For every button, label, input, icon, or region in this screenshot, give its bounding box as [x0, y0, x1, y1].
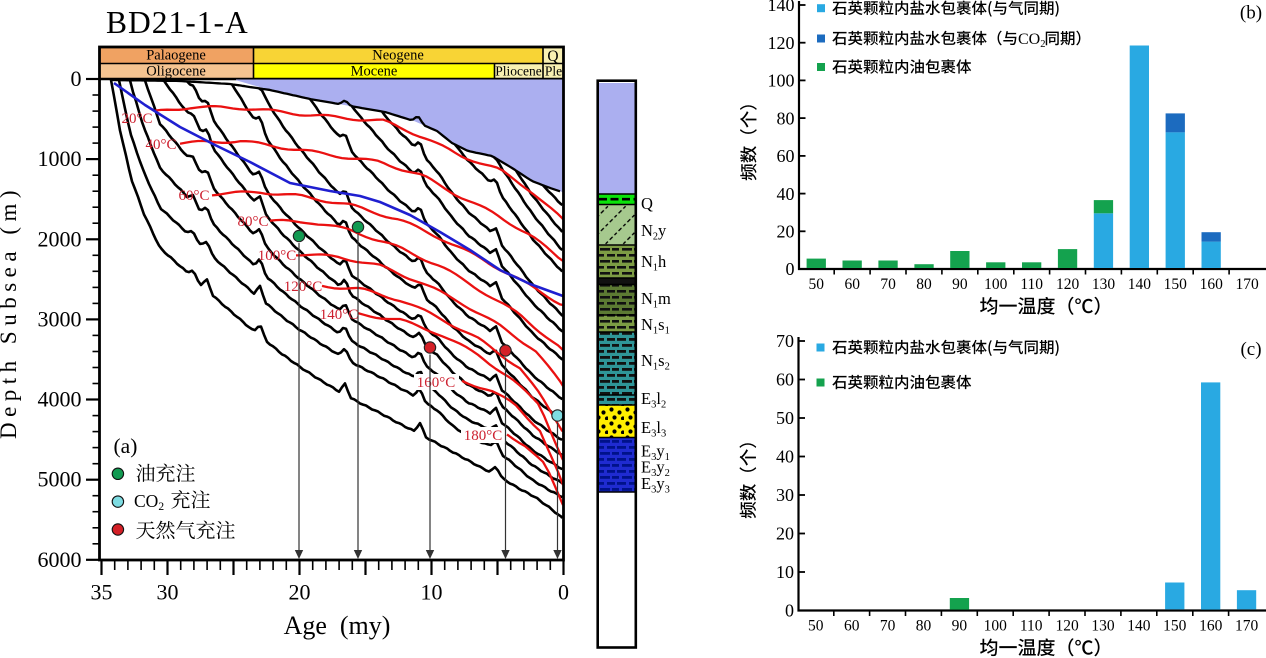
svg-text:4000: 4000	[38, 387, 82, 412]
svg-text:20°C: 20°C	[121, 111, 152, 127]
svg-text:E3l2: E3l2	[641, 389, 666, 411]
svg-text:60: 60	[844, 617, 860, 634]
svg-text:60: 60	[844, 276, 860, 293]
svg-text:80°C: 80°C	[237, 214, 268, 230]
svg-text:160: 160	[1200, 276, 1224, 293]
svg-text:70: 70	[880, 276, 896, 293]
svg-text:Depth Subsea (m): Depth Subsea (m)	[0, 185, 21, 439]
svg-text:CO2: CO2	[1018, 31, 1045, 50]
svg-text:100°C: 100°C	[258, 248, 297, 264]
svg-text:120: 120	[1056, 276, 1080, 293]
svg-text:110: 110	[1020, 276, 1043, 293]
svg-text:Neogene: Neogene	[372, 48, 424, 64]
svg-text:100: 100	[984, 276, 1008, 293]
svg-text:160°C: 160°C	[417, 375, 456, 391]
svg-text:Oligocene: Oligocene	[146, 64, 206, 80]
svg-text:140°C: 140°C	[320, 307, 359, 323]
svg-text:20: 20	[777, 222, 795, 242]
svg-text:50: 50	[776, 408, 794, 428]
svg-text:60: 60	[776, 370, 794, 390]
svg-text:3000: 3000	[38, 306, 82, 331]
svg-text:(b): (b)	[1240, 3, 1262, 24]
svg-text:N2y: N2y	[641, 221, 667, 243]
svg-text:E3y3: E3y3	[641, 474, 670, 496]
svg-text:10: 10	[776, 562, 794, 582]
svg-text:110: 110	[1020, 617, 1043, 634]
svg-text:140: 140	[1128, 276, 1152, 293]
svg-text:140: 140	[768, 0, 795, 15]
svg-text:35: 35	[91, 580, 113, 605]
svg-text:N1h: N1h	[641, 252, 667, 274]
svg-text:Palaogene: Palaogene	[146, 48, 206, 64]
svg-text:N1m: N1m	[641, 289, 671, 311]
svg-text:160: 160	[1199, 617, 1223, 634]
svg-text:60°C: 60°C	[178, 188, 209, 204]
svg-text:1000: 1000	[38, 146, 82, 171]
svg-text:Pliocene: Pliocene	[495, 64, 542, 79]
svg-text:80: 80	[916, 617, 932, 634]
svg-text:180°C: 180°C	[464, 428, 503, 444]
svg-text:2000: 2000	[38, 226, 82, 251]
svg-text:20: 20	[776, 524, 794, 544]
svg-text:70: 70	[880, 617, 896, 634]
svg-text:40°C: 40°C	[145, 137, 176, 153]
svg-text:6000: 6000	[38, 547, 82, 572]
svg-text:0: 0	[558, 580, 569, 605]
svg-text:120: 120	[768, 33, 795, 53]
svg-text:120°C: 120°C	[284, 279, 323, 295]
svg-text:50: 50	[809, 276, 825, 293]
svg-text:CO2: CO2	[134, 491, 164, 513]
svg-text:140: 140	[1127, 617, 1151, 634]
svg-text:100: 100	[984, 617, 1008, 634]
svg-text:80: 80	[916, 276, 932, 293]
svg-text:Q: Q	[547, 48, 558, 65]
svg-text:20: 20	[289, 580, 311, 605]
svg-text:Q: Q	[641, 194, 653, 213]
svg-text:70: 70	[776, 331, 794, 351]
svg-text:(c): (c)	[1240, 339, 1261, 360]
svg-text:120: 120	[1055, 617, 1079, 634]
svg-text:5000: 5000	[38, 467, 82, 492]
svg-text:10: 10	[421, 580, 443, 605]
svg-text:30: 30	[157, 580, 179, 605]
svg-text:0: 0	[785, 601, 794, 621]
svg-text:90: 90	[952, 276, 968, 293]
svg-text:90: 90	[952, 617, 968, 634]
svg-text:130: 130	[1091, 617, 1115, 634]
svg-text:50: 50	[808, 617, 824, 634]
svg-text:0: 0	[786, 259, 795, 279]
svg-text:60: 60	[777, 146, 795, 166]
svg-text:40: 40	[777, 184, 795, 204]
svg-text:N1s2: N1s2	[641, 351, 670, 373]
svg-text:E3y1: E3y1	[641, 442, 670, 464]
svg-text:E3y2: E3y2	[641, 458, 670, 480]
svg-text:Age (my): Age (my)	[284, 611, 391, 640]
svg-text:100: 100	[768, 71, 795, 91]
svg-text:80: 80	[777, 108, 795, 128]
svg-text:170: 170	[1235, 276, 1259, 293]
svg-text:E3l3: E3l3	[641, 418, 666, 440]
svg-text:(a): (a)	[114, 434, 138, 458]
svg-text:0: 0	[71, 66, 82, 91]
svg-text:Ple: Ple	[545, 64, 562, 79]
svg-text:Mocene: Mocene	[351, 64, 398, 80]
svg-text:150: 150	[1164, 276, 1188, 293]
svg-text:N1s1: N1s1	[641, 315, 670, 337]
svg-text:130: 130	[1092, 276, 1116, 293]
svg-text:40: 40	[776, 447, 794, 467]
svg-text:30: 30	[776, 485, 794, 505]
svg-text:170: 170	[1235, 617, 1259, 634]
svg-text:BD21-1-A: BD21-1-A	[106, 5, 249, 40]
svg-text:150: 150	[1163, 617, 1187, 634]
